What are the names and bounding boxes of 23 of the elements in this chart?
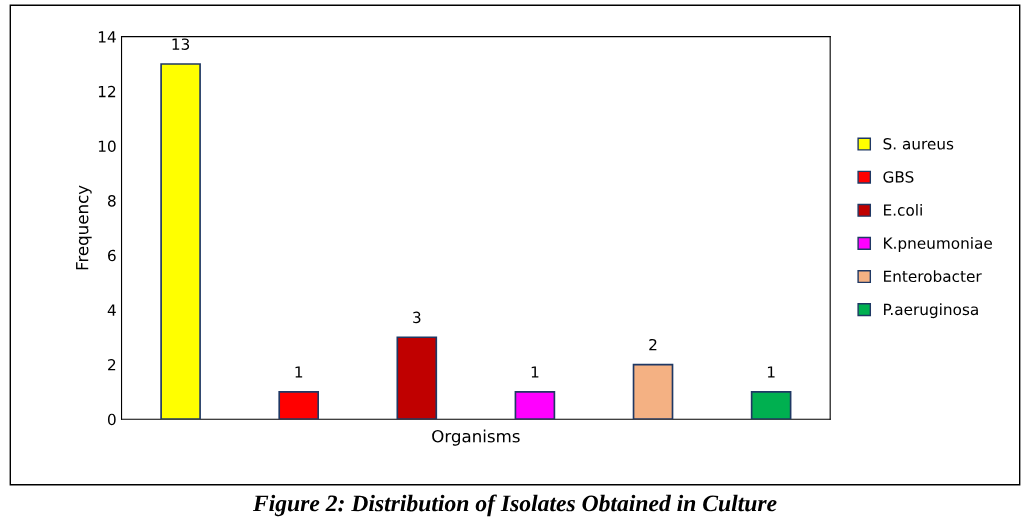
- y-axis-title: Frequency: [76, 185, 92, 270]
- y-tick-label: 10: [98, 140, 116, 152]
- data-label: 3: [413, 311, 421, 324]
- y-tick-label: 12: [98, 85, 116, 98]
- legend-label: K.pneumoniae: [884, 237, 992, 252]
- data-label: 1: [295, 366, 303, 378]
- legend-label: Enterobacter: [884, 270, 982, 283]
- y-tick-label: 14: [98, 31, 116, 43]
- legend-label: S. aureus: [883, 138, 954, 150]
- y-tick-label: 6: [108, 249, 116, 262]
- data-label: 1: [767, 366, 775, 378]
- y-tick-label: 8: [107, 195, 116, 207]
- y-tick-label: 2: [108, 359, 116, 371]
- caption: Figure 2: Distribution of Isolates Obtained in Culture: [252, 494, 777, 517]
- data-label: 2: [649, 338, 657, 351]
- legend-label: E.coli: [884, 203, 922, 216]
- x-axis-title: Organisms: [432, 429, 520, 446]
- y-tick-label: 0: [107, 413, 116, 426]
- data-label: 1: [531, 366, 539, 378]
- y-tick-label: 4: [107, 304, 116, 316]
- legend-label: GBS: [883, 171, 914, 183]
- data-label: 13: [172, 38, 190, 50]
- legend-label: P.aeruginosa: [884, 303, 978, 319]
